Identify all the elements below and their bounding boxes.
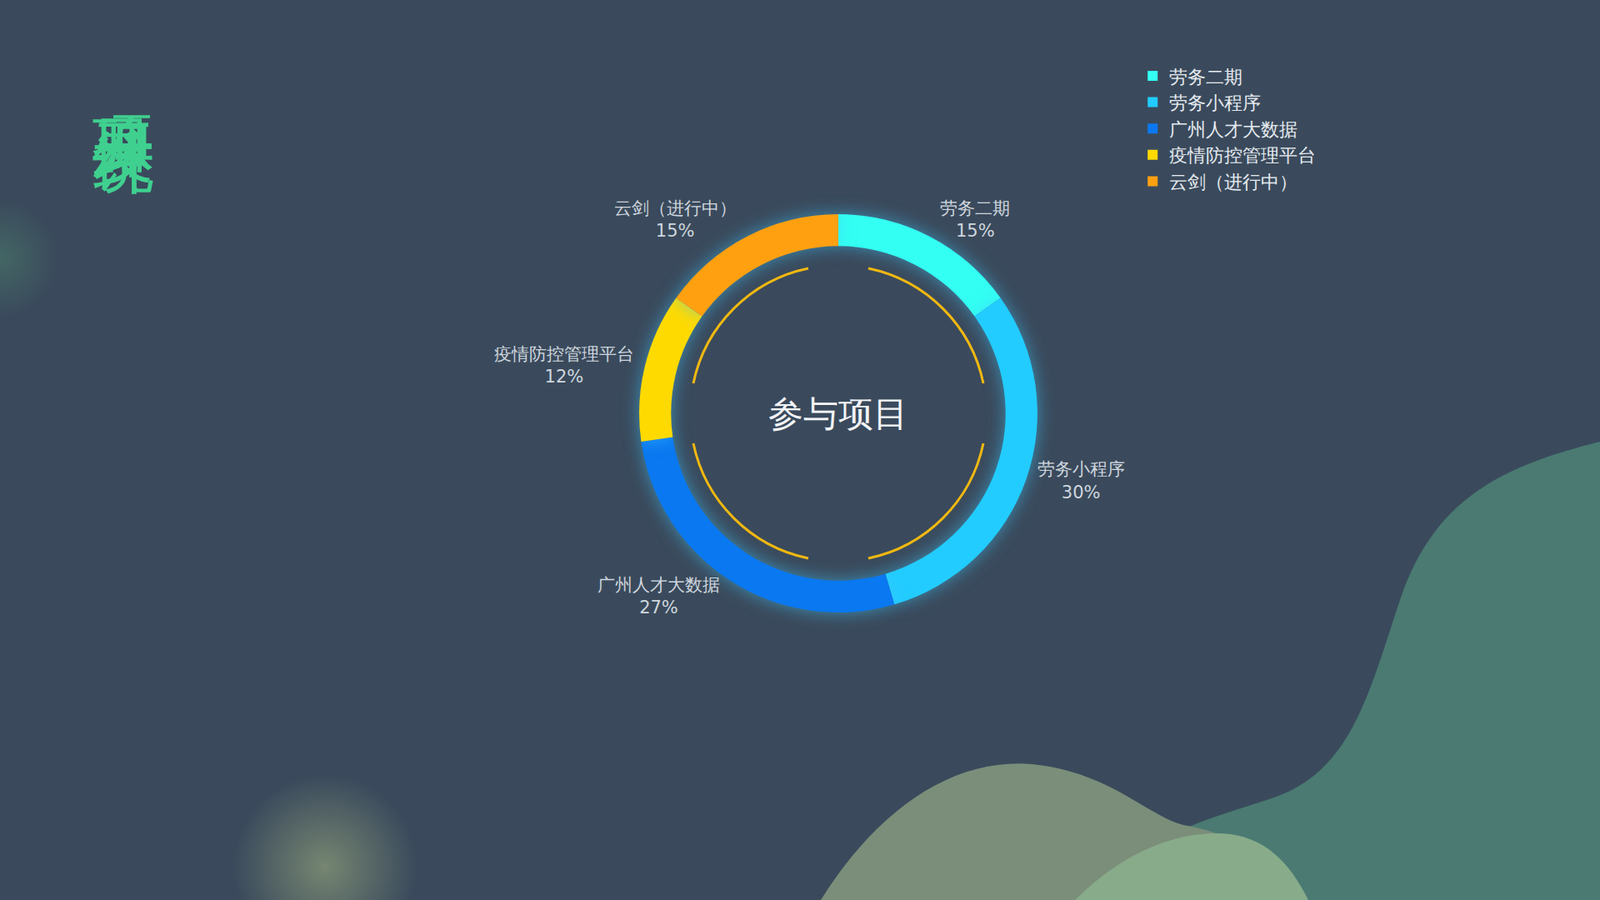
svg-text:广州人才大数据27%: 广州人才大数据27% — [597, 575, 720, 618]
svg-text:劳务小程序30%: 劳务小程序30% — [1037, 459, 1125, 502]
svg-text:广州人才大数据: 广州人才大数据 — [1169, 119, 1298, 140]
svg-text:劳务小程序: 劳务小程序 — [1169, 92, 1261, 114]
svg-text:云剑（进行中）15%: 云剑（进行中）15% — [614, 198, 737, 241]
svg-text:劳务二期: 劳务二期 — [1169, 66, 1243, 88]
svg-text:参与项目: 参与项目 — [768, 393, 909, 435]
svg-text:疫情防控管理平台12%: 疫情防控管理平台12% — [494, 344, 635, 387]
svg-text:劳务二期15%: 劳务二期15% — [940, 198, 1010, 241]
svg-text:云剑（进行中）: 云剑（进行中） — [1169, 171, 1298, 193]
html-text:项目开发统计: 项目开发统计 — [88, 68, 160, 89]
svg-text:疫情防控管理平台: 疫情防控管理平台 — [1169, 145, 1316, 166]
